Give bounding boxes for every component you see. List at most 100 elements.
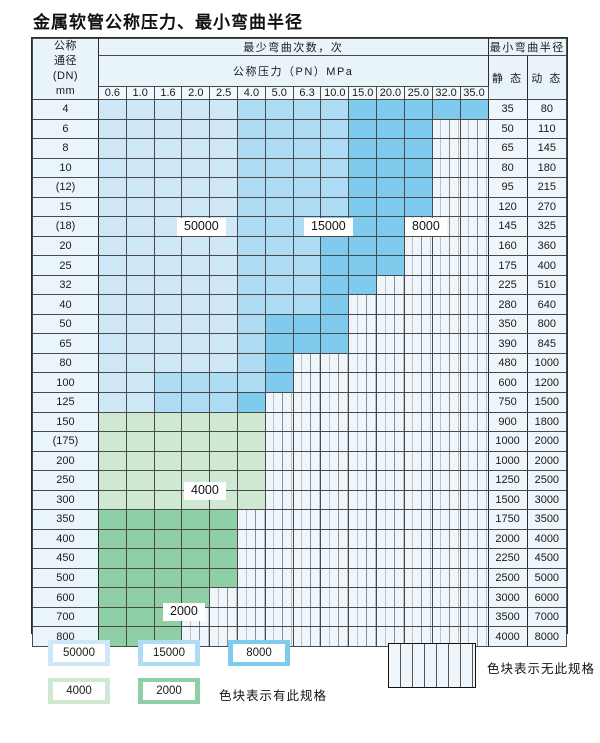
cell-spec-10-0 bbox=[320, 294, 350, 315]
cell-spec-25-0 bbox=[403, 528, 433, 550]
cell-spec-32-0 bbox=[431, 509, 461, 530]
table-row: 400 2000 4000 bbox=[32, 528, 568, 550]
value-tag-2000: 2000 bbox=[163, 603, 205, 621]
cell-spec-4-0 bbox=[237, 489, 266, 511]
cell-spec-25-0 bbox=[403, 177, 433, 198]
cell-dn: 700 bbox=[32, 606, 99, 628]
cell-spec-5-0 bbox=[264, 294, 294, 315]
cell-spec-25-0 bbox=[403, 196, 433, 218]
cell-spec-5-0 bbox=[264, 411, 294, 433]
cell-spec-1-0 bbox=[125, 587, 155, 608]
cell-spec-35-0 bbox=[459, 372, 489, 393]
cell-spec-6-3 bbox=[292, 528, 322, 550]
cell-spec-25-0 bbox=[403, 372, 433, 393]
cell-radius-static: 80 bbox=[487, 157, 528, 179]
cell-spec-20-0 bbox=[376, 177, 405, 198]
cell-spec-20-0 bbox=[376, 411, 405, 433]
cell-spec-2-0 bbox=[181, 431, 211, 452]
cell-spec-0-6 bbox=[97, 489, 127, 511]
cell-spec-32-0 bbox=[431, 99, 461, 120]
cell-spec-4-0 bbox=[237, 352, 266, 374]
cell-radius-dynamic: 2000 bbox=[526, 431, 568, 452]
cell-spec-32-0 bbox=[431, 528, 461, 550]
header-pn-2-5: 2.5 bbox=[209, 86, 239, 100]
cell-spec-20-0 bbox=[376, 626, 405, 647]
cell-spec-1-0 bbox=[125, 99, 155, 120]
cell-spec-6-3 bbox=[292, 509, 322, 530]
cell-radius-dynamic: 640 bbox=[526, 294, 568, 315]
table-row: 450 2250 4500 bbox=[32, 548, 568, 569]
cell-spec-25-0 bbox=[403, 138, 433, 159]
cell-spec-20-0 bbox=[376, 606, 405, 628]
cell-spec-15-0 bbox=[348, 548, 378, 569]
cell-spec-5-0 bbox=[264, 118, 294, 140]
cell-spec-0-6 bbox=[97, 352, 127, 374]
cell-radius-static: 480 bbox=[487, 352, 528, 374]
cell-spec-32-0 bbox=[431, 177, 461, 198]
cell-dn: 600 bbox=[32, 587, 99, 608]
cell-spec-32-0 bbox=[431, 352, 461, 374]
cell-radius-static: 145 bbox=[487, 216, 528, 237]
cell-spec-6-3 bbox=[292, 391, 322, 413]
cell-spec-1-0 bbox=[125, 567, 155, 589]
cell-spec-20-0 bbox=[376, 255, 405, 276]
cell-spec-25-0 bbox=[403, 626, 433, 647]
cell-radius-static: 750 bbox=[487, 391, 528, 413]
cell-spec-32-0 bbox=[431, 196, 461, 218]
cell-spec-1-0 bbox=[125, 235, 155, 257]
cell-spec-0-6 bbox=[97, 528, 127, 550]
cell-spec-2-5 bbox=[209, 411, 239, 433]
cell-spec-35-0 bbox=[459, 196, 489, 218]
legend-chip-15000: 15000 bbox=[138, 640, 200, 666]
header-radius-dynamic: 动 态 bbox=[526, 55, 568, 100]
cell-spec-1-6 bbox=[153, 157, 183, 179]
cell-dn: 125 bbox=[32, 391, 99, 413]
cell-spec-1-6 bbox=[153, 196, 183, 218]
table-row: 40 280 640 bbox=[32, 294, 568, 315]
cell-spec-0-6 bbox=[97, 157, 127, 179]
cell-spec-4-0 bbox=[237, 567, 266, 589]
cell-spec-2-5 bbox=[209, 138, 239, 159]
cell-spec-25-0 bbox=[403, 333, 433, 354]
cell-spec-35-0 bbox=[459, 99, 489, 120]
cell-radius-dynamic: 1800 bbox=[526, 411, 568, 433]
cell-spec-25-0 bbox=[403, 391, 433, 413]
header-dn-line-3: (DN) bbox=[52, 70, 79, 82]
cell-spec-2-5 bbox=[209, 509, 239, 530]
cell-spec-0-6 bbox=[97, 255, 127, 276]
header-pn-10-0: 10.0 bbox=[320, 86, 350, 100]
cell-spec-20-0 bbox=[376, 274, 405, 296]
cell-spec-10-0 bbox=[320, 313, 350, 335]
cell-spec-4-0 bbox=[237, 99, 266, 120]
cell-spec-25-0 bbox=[403, 431, 433, 452]
cell-radius-static: 2250 bbox=[487, 548, 528, 569]
cell-spec-10-0 bbox=[320, 470, 350, 491]
cell-spec-0-6 bbox=[97, 177, 127, 198]
cell-spec-35-0 bbox=[459, 450, 489, 472]
cell-dn: 200 bbox=[32, 450, 99, 472]
cell-spec-0-6 bbox=[97, 196, 127, 218]
header-pn-0-6: 0.6 bbox=[97, 86, 127, 100]
cell-spec-20-0 bbox=[376, 99, 405, 120]
cell-spec-20-0 bbox=[376, 587, 405, 608]
table-row: 10 80 180 bbox=[32, 157, 568, 179]
cell-spec-15-0 bbox=[348, 313, 378, 335]
cell-spec-0-6 bbox=[97, 548, 127, 569]
value-tag-50000: 50000 bbox=[177, 218, 226, 236]
cell-spec-2-5 bbox=[209, 294, 239, 315]
table-row: 50 350 800 bbox=[32, 313, 568, 335]
cell-spec-1-0 bbox=[125, 333, 155, 354]
cell-spec-1-0 bbox=[125, 509, 155, 530]
cell-dn: 4 bbox=[32, 99, 99, 120]
cell-spec-0-6 bbox=[97, 333, 127, 354]
header-pn-1-6: 1.6 bbox=[153, 86, 183, 100]
cell-spec-15-0 bbox=[348, 294, 378, 315]
header-pressure: 公称压力（PN）MPa bbox=[97, 55, 489, 87]
cell-radius-dynamic: 400 bbox=[526, 255, 568, 276]
table-row: 65 390 845 bbox=[32, 333, 568, 354]
header-dn-line-1: 公称 bbox=[53, 40, 77, 52]
legend-no-spec-text: 色块表示无此规格 bbox=[487, 662, 596, 676]
cell-spec-1-0 bbox=[125, 372, 155, 393]
cell-spec-32-0 bbox=[431, 450, 461, 472]
cell-spec-10-0 bbox=[320, 352, 350, 374]
